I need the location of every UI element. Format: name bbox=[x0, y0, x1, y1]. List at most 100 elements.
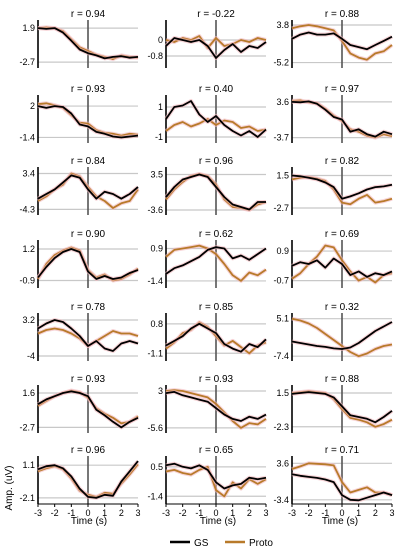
panel-title: r = 0.96 bbox=[71, 445, 106, 456]
y-tick-label-2: -3.4 bbox=[273, 495, 289, 505]
y-tick-label-2: -0.8 bbox=[147, 51, 163, 61]
series-line-gs bbox=[291, 473, 393, 502]
x-tick-label-1: -3 bbox=[162, 508, 170, 518]
panel-5: r = 0.40 1 -1 bbox=[155, 84, 268, 143]
y-tick-label-1: 1.2 bbox=[22, 244, 35, 254]
series-line-gs bbox=[37, 27, 139, 60]
panel-title: r = 0.85 bbox=[199, 302, 234, 313]
series-line-gs bbox=[165, 462, 267, 490]
panel-18: r = 0.88 1.5 -2.3 bbox=[273, 374, 394, 433]
panel-title: r = 0.40 bbox=[199, 84, 234, 95]
y-tick-label-1: 3.4 bbox=[22, 169, 35, 179]
panel-title: r = 0.82 bbox=[325, 156, 360, 167]
panel-10: r = 0.90 1.2 -0.9 bbox=[19, 229, 140, 288]
x-tick-label-5: 1 bbox=[102, 508, 107, 518]
x-tick-label-4: 0 bbox=[213, 508, 218, 518]
x-tick-label-6: 2 bbox=[247, 508, 252, 518]
panel-title: r = 0.88 bbox=[325, 9, 360, 20]
panel-11: r = 0.62 0.9 -1.4 bbox=[147, 229, 268, 288]
x-tick-label-2: -2 bbox=[51, 508, 59, 518]
x-tick-label-3: -1 bbox=[67, 508, 75, 518]
panel-title: r = 0.84 bbox=[71, 156, 106, 167]
series-line-gs bbox=[291, 174, 393, 200]
panel-grid: r = 0.94 1.9 -2.7 r = -0.22 0 -0.8 r = 0.88 3.8… bbox=[19, 9, 394, 518]
series-line-gs bbox=[37, 390, 139, 429]
series-line-gs bbox=[165, 37, 267, 59]
x-tick-label-1: -3 bbox=[34, 508, 42, 518]
panel-title: r = 0.71 bbox=[325, 445, 360, 456]
panel-7: r = 0.84 3.4 -4.3 bbox=[19, 156, 140, 215]
y-tick-label-2: -5.2 bbox=[273, 58, 289, 68]
y-tick-label-1: 1 bbox=[158, 102, 163, 112]
x-tick-label-5: 1 bbox=[230, 508, 235, 518]
y-tick-label-2: -0.7 bbox=[273, 276, 289, 286]
series-line-gs bbox=[291, 391, 393, 424]
x-tick-label-6: 2 bbox=[119, 508, 124, 518]
y-tick-label-1: 1.9 bbox=[22, 23, 35, 33]
y-tick-label-1: 3.5 bbox=[150, 170, 163, 180]
panel-1: r = 0.94 1.9 -2.7 bbox=[19, 9, 139, 68]
panel-16: r = 0.93 1.6 -2.7 bbox=[19, 374, 140, 433]
series-line-proto bbox=[165, 389, 267, 429]
y-tick-label-2: -7.4 bbox=[273, 351, 289, 361]
panel-title: r = 0.90 bbox=[71, 229, 106, 240]
y-tick-label-2: -3.6 bbox=[147, 205, 163, 215]
x-tick-label-7: 3 bbox=[263, 508, 268, 518]
legend-proto-label: Proto bbox=[249, 538, 273, 549]
panel-4: r = 0.93 2 -1.4 bbox=[19, 84, 139, 143]
y-tick-label-1: 0.5 bbox=[150, 462, 163, 472]
y-tick-label-2: -1.4 bbox=[147, 276, 163, 286]
series-line-gs bbox=[165, 100, 267, 138]
series-line-gs bbox=[291, 257, 393, 278]
series-line-gs bbox=[165, 322, 267, 353]
y-tick-label-1: 0.9 bbox=[276, 246, 289, 256]
legend-gs-label: GS bbox=[194, 538, 209, 549]
series-line-gs bbox=[165, 390, 267, 422]
panel-8: r = 0.96 3.5 -3.6 bbox=[147, 156, 267, 215]
y-tick-label-2: -2.7 bbox=[273, 203, 289, 213]
panel-21: r = 0.71 3.6 -3.4 -3 -2 -1 0 1 2 3 bbox=[273, 445, 394, 518]
panel-title: r = 0.93 bbox=[199, 374, 234, 385]
y-tick-label-2: -2.7 bbox=[19, 57, 35, 67]
x-tick-label-2: -2 bbox=[305, 508, 313, 518]
x-tick-label-6: 2 bbox=[373, 508, 378, 518]
panel-title: r = 0.96 bbox=[199, 156, 234, 167]
panel-title: r = 0.88 bbox=[325, 374, 360, 385]
y-tick-label-2: -5.6 bbox=[147, 423, 163, 433]
panel-15: r = 0.32 5.1 -7.4 bbox=[273, 302, 393, 361]
panel-title: r = 0.69 bbox=[325, 229, 360, 240]
y-tick-label-2: -3.7 bbox=[273, 133, 289, 143]
panel-13: r = 0.78 3.2 -4 bbox=[22, 302, 139, 361]
x-tick-label-5: 1 bbox=[356, 508, 361, 518]
y-tick-label-1: 3.6 bbox=[276, 458, 289, 468]
y-tick-label-2: -2.7 bbox=[19, 422, 35, 432]
panel-title: r = 0.32 bbox=[325, 302, 360, 313]
panel-title: r = -0.22 bbox=[197, 9, 235, 20]
x-tick-label-3: -1 bbox=[195, 508, 203, 518]
y-tick-label-1: 2 bbox=[30, 101, 35, 111]
y-tick-label-1: 1.5 bbox=[276, 388, 289, 398]
x-tick-label-4: 0 bbox=[339, 508, 344, 518]
y-tick-label-2: -1.4 bbox=[19, 132, 35, 142]
y-axis-label: Amp. (uV) bbox=[4, 465, 15, 510]
panel-title: r = 0.78 bbox=[71, 302, 106, 313]
y-tick-label-1: 3.6 bbox=[276, 97, 289, 107]
series-line-gs bbox=[37, 460, 139, 499]
series-line-proto bbox=[165, 118, 267, 132]
y-tick-label-2: -1.1 bbox=[147, 348, 163, 358]
y-tick-label-1: 0 bbox=[158, 35, 163, 45]
panel-title: r = 0.65 bbox=[199, 445, 234, 456]
x-axis-title-group: Time (s) Time (s) Time (s) bbox=[71, 516, 358, 527]
panel-title: r = 0.94 bbox=[71, 9, 106, 20]
series-line-gs bbox=[37, 174, 139, 200]
y-tick-label-1: 3.2 bbox=[22, 315, 35, 325]
series-line-gs bbox=[291, 321, 393, 350]
panel-17: r = 0.93 3 -5.6 bbox=[147, 374, 268, 433]
y-tick-label-1: 3.8 bbox=[276, 20, 289, 30]
series-line-proto bbox=[291, 462, 393, 496]
panel-9: r = 0.82 1.5 -2.7 bbox=[273, 156, 393, 215]
series-line-gs bbox=[291, 31, 393, 51]
y-tick-label-1: 3 bbox=[158, 386, 163, 396]
panel-14: r = 0.85 0.8 -1.1 bbox=[147, 302, 268, 361]
x-tick-label-7: 3 bbox=[389, 508, 394, 518]
